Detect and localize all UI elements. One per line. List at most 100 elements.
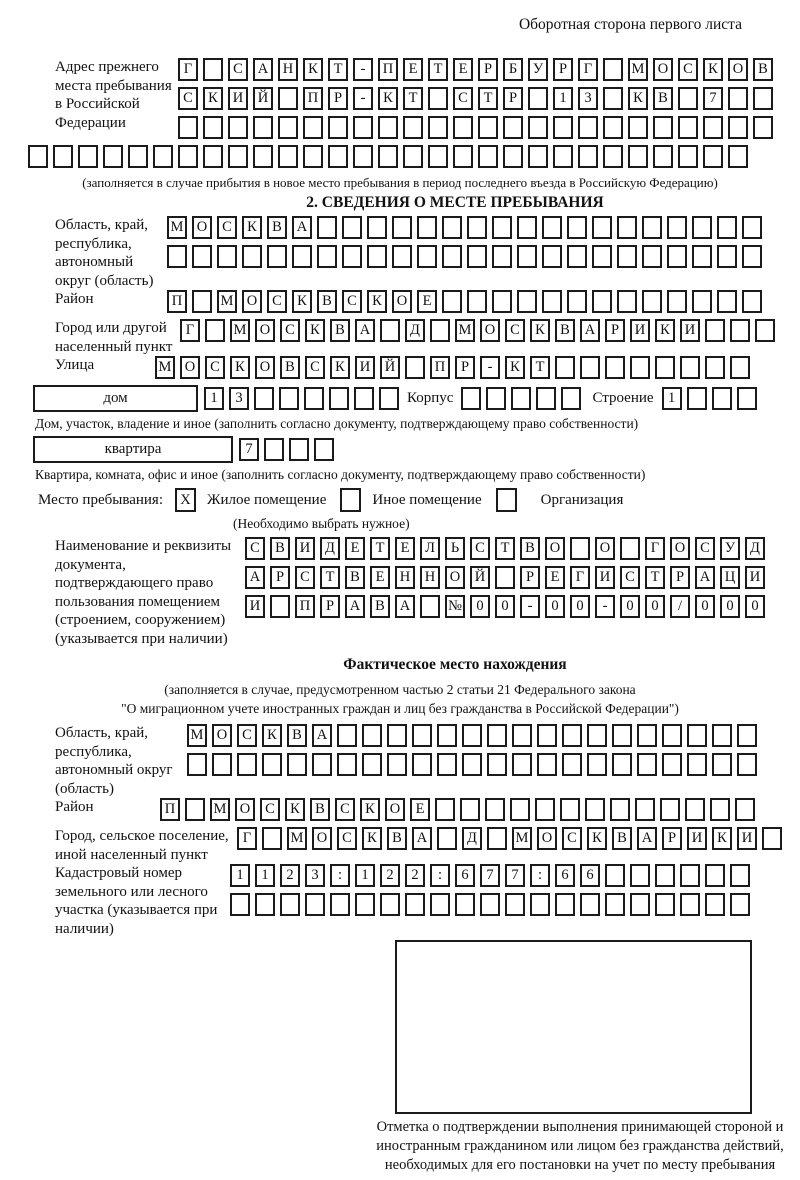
prev-address-char-box[interactable]: К xyxy=(628,87,648,110)
actual-district-char-box[interactable] xyxy=(585,798,605,821)
prev-address-char-box[interactable] xyxy=(53,145,73,168)
city-char-box[interactable]: С xyxy=(505,319,525,342)
district-char-box[interactable]: О xyxy=(392,290,412,313)
prev-address-char-box[interactable] xyxy=(228,145,248,168)
prev-address-char-box[interactable] xyxy=(728,87,748,110)
actual-region-char-box[interactable] xyxy=(687,753,707,776)
actual-district-char-box[interactable]: М xyxy=(210,798,230,821)
prev-address-char-box[interactable]: В xyxy=(653,87,673,110)
region-char-box[interactable] xyxy=(517,245,537,268)
actual-region-char-box[interactable] xyxy=(437,724,457,747)
document-char-box[interactable]: Д xyxy=(745,537,765,560)
prev-address-char-box[interactable] xyxy=(253,145,273,168)
prev-address-char-box[interactable] xyxy=(203,116,223,139)
actual-district-char-box[interactable]: П xyxy=(160,798,180,821)
document-char-box[interactable]: / xyxy=(670,595,690,618)
house-char-box[interactable]: 3 xyxy=(229,387,249,410)
region-char-box[interactable] xyxy=(442,216,462,239)
cadastral-char-box[interactable] xyxy=(705,893,725,916)
street-char-box[interactable] xyxy=(630,356,650,379)
actual-region-char-box[interactable] xyxy=(412,724,432,747)
street-char-box[interactable]: М xyxy=(155,356,175,379)
street-char-box[interactable]: О xyxy=(255,356,275,379)
actual-region-char-box[interactable]: М xyxy=(187,724,207,747)
actual-district-char-box[interactable] xyxy=(460,798,480,821)
prev-address-char-box[interactable] xyxy=(478,145,498,168)
document-char-box[interactable]: Е xyxy=(395,537,415,560)
actual-city-char-box[interactable]: М xyxy=(287,827,307,850)
document-char-box[interactable]: Л xyxy=(420,537,440,560)
street-char-box[interactable] xyxy=(705,356,725,379)
actual-district-char-box[interactable] xyxy=(485,798,505,821)
stroenie-char-box[interactable] xyxy=(686,387,707,410)
document-char-box[interactable]: П xyxy=(295,595,315,618)
actual-region-char-box[interactable]: О xyxy=(212,724,232,747)
region-char-box[interactable] xyxy=(592,216,612,239)
prev-address-char-box[interactable] xyxy=(603,145,623,168)
prev-address-char-box[interactable] xyxy=(753,87,773,110)
prev-address-char-box[interactable] xyxy=(153,145,173,168)
city-char-box[interactable]: О xyxy=(480,319,500,342)
prev-address-char-box[interactable] xyxy=(128,145,148,168)
region-char-box[interactable] xyxy=(292,245,312,268)
region-char-box[interactable] xyxy=(267,245,287,268)
stroenie-char-box[interactable] xyxy=(736,387,757,410)
region-char-box[interactable] xyxy=(567,245,587,268)
prev-address-char-box[interactable] xyxy=(578,116,598,139)
actual-region-char-box[interactable] xyxy=(337,753,357,776)
cadastral-char-box[interactable]: : xyxy=(330,864,350,887)
cadastral-char-box[interactable] xyxy=(255,893,275,916)
region-char-box[interactable] xyxy=(392,245,412,268)
street-char-box[interactable]: С xyxy=(305,356,325,379)
cadastral-char-box[interactable]: 7 xyxy=(480,864,500,887)
city-char-box[interactable]: А xyxy=(580,319,600,342)
actual-city-char-box[interactable]: С xyxy=(337,827,357,850)
actual-region-char-box[interactable] xyxy=(737,724,757,747)
actual-district-char-box[interactable] xyxy=(560,798,580,821)
document-char-box[interactable]: Ц xyxy=(720,566,740,589)
document-char-box[interactable]: 0 xyxy=(470,595,490,618)
street-char-box[interactable]: Й xyxy=(380,356,400,379)
cadastral-char-box[interactable]: 6 xyxy=(555,864,575,887)
cadastral-char-box[interactable] xyxy=(730,893,750,916)
organization-checkbox[interactable] xyxy=(495,488,517,512)
document-char-box[interactable]: И xyxy=(595,566,615,589)
region-char-box[interactable] xyxy=(542,216,562,239)
cadastral-char-box[interactable] xyxy=(230,893,250,916)
street-char-box[interactable]: И xyxy=(355,356,375,379)
region-char-box[interactable] xyxy=(417,245,437,268)
prev-address-char-box[interactable] xyxy=(453,145,473,168)
prev-address-char-box[interactable] xyxy=(703,116,723,139)
actual-city-char-box[interactable]: Д xyxy=(462,827,482,850)
cadastral-char-box[interactable]: 6 xyxy=(455,864,475,887)
prev-address-char-box[interactable] xyxy=(353,116,373,139)
district-char-box[interactable]: В xyxy=(317,290,337,313)
prev-address-char-box[interactable]: - xyxy=(353,58,373,81)
region-char-box[interactable] xyxy=(417,216,437,239)
document-char-box[interactable]: С xyxy=(245,537,265,560)
actual-region-char-box[interactable] xyxy=(637,724,657,747)
street-char-box[interactable] xyxy=(605,356,625,379)
street-char-box[interactable]: Т xyxy=(530,356,550,379)
document-char-box[interactable]: Г xyxy=(645,537,665,560)
actual-region-char-box[interactable] xyxy=(462,753,482,776)
actual-region-char-box[interactable] xyxy=(212,753,232,776)
cadastral-char-box[interactable] xyxy=(330,893,350,916)
document-char-box[interactable]: Р xyxy=(320,595,340,618)
region-char-box[interactable] xyxy=(692,216,712,239)
actual-city-char-box[interactable] xyxy=(762,827,782,850)
cadastral-char-box[interactable]: : xyxy=(430,864,450,887)
actual-region-char-box[interactable] xyxy=(487,724,507,747)
district-char-box[interactable]: С xyxy=(267,290,287,313)
district-char-box[interactable] xyxy=(542,290,562,313)
region-char-box[interactable] xyxy=(167,245,187,268)
actual-region-char-box[interactable] xyxy=(737,753,757,776)
prev-address-char-box[interactable]: В xyxy=(753,58,773,81)
cadastral-char-box[interactable]: 2 xyxy=(280,864,300,887)
actual-district-char-box[interactable] xyxy=(610,798,630,821)
city-char-box[interactable]: М xyxy=(455,319,475,342)
cadastral-char-box[interactable] xyxy=(630,893,650,916)
district-char-box[interactable]: М xyxy=(217,290,237,313)
district-char-box[interactable]: С xyxy=(342,290,362,313)
prev-address-char-box[interactable] xyxy=(203,145,223,168)
